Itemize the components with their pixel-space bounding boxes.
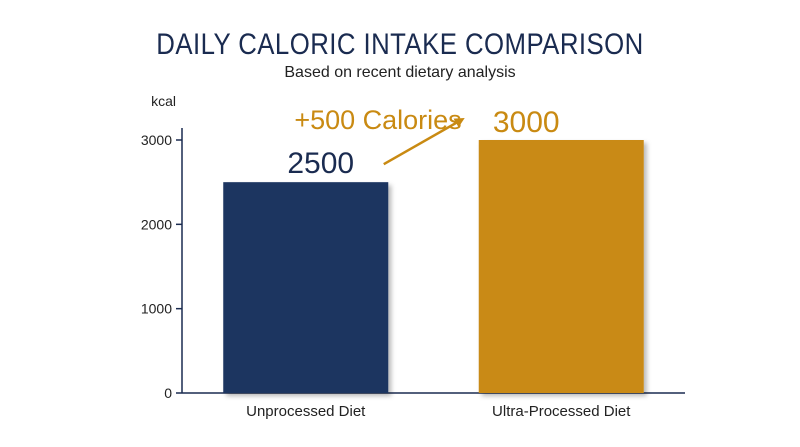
bar-2 [478, 140, 644, 393]
y-tick-label-3000: 3000 [141, 132, 172, 148]
y-tick-label-0: 0 [164, 385, 172, 401]
y-axis-label: kcal [151, 93, 176, 109]
annotation-arrow [383, 118, 465, 166]
y-tick-label-1000: 1000 [141, 301, 172, 317]
y-tick-label-2000: 2000 [141, 216, 172, 232]
x-tick-label-2: Ultra-Processed Diet [492, 403, 631, 420]
x-tick-label-1: Unprocessed Diet [246, 403, 366, 420]
chart-subtitle: Based on recent dietary analysis [284, 64, 516, 81]
value-label-2: 3000 [493, 106, 560, 139]
annotation-label: +500 Calories [294, 105, 461, 135]
value-label-1: 2500 [287, 147, 354, 180]
bar-1 [223, 182, 389, 393]
chart-title: DAILY CALORIC INTAKE COMPARISON [156, 28, 644, 61]
